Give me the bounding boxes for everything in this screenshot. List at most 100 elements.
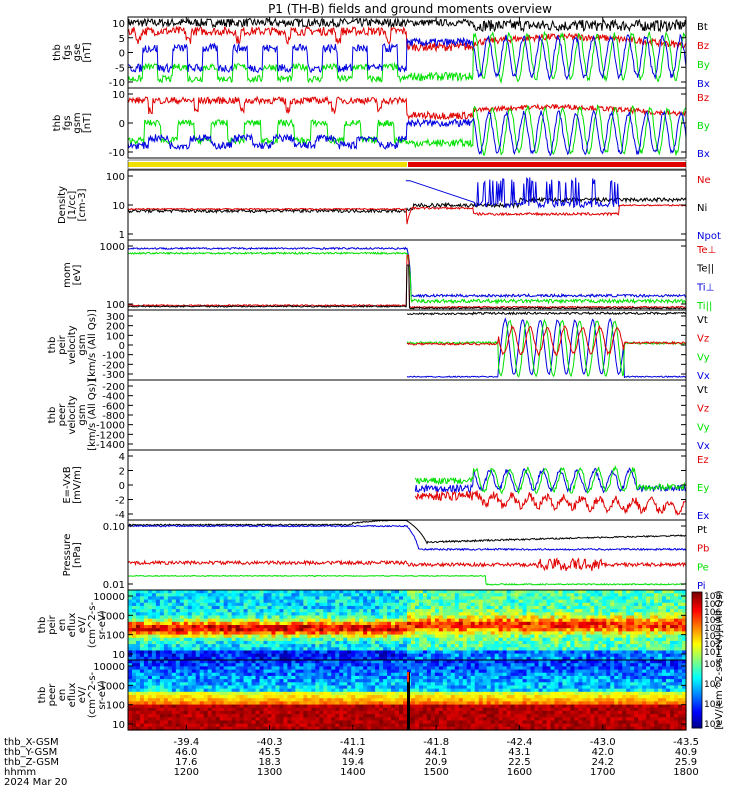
spectro-cell — [167, 637, 173, 642]
spectro-cell — [399, 612, 404, 617]
spectro-cell — [462, 675, 468, 680]
spectro-cell — [259, 717, 265, 722]
spectro-cell — [291, 663, 296, 667]
spectro-cell — [327, 599, 332, 604]
spectro-cell — [135, 618, 141, 623]
spectro-cell — [446, 666, 452, 671]
te-par-trace — [127, 264, 687, 310]
spectro-cell — [175, 663, 181, 667]
spectro-cell — [155, 615, 161, 620]
spectro-cell — [267, 653, 273, 658]
spectro-cell — [450, 625, 456, 629]
spectro-cell — [582, 590, 587, 594]
spectro-cell — [586, 647, 591, 652]
spectro-cell — [630, 612, 635, 617]
spectro-cell — [418, 609, 424, 613]
spectro-cell — [171, 599, 177, 604]
spectro-cell — [259, 663, 265, 667]
spectro-cell — [275, 590, 281, 594]
spectro-cell — [335, 685, 340, 690]
spectro-cell — [167, 723, 173, 728]
spectro-cell — [239, 647, 245, 652]
spectro-cell — [526, 644, 532, 648]
spectro-cell — [167, 672, 173, 677]
spectro-cell — [159, 691, 165, 696]
spectro-cell — [610, 647, 615, 652]
spectro-cell — [267, 596, 273, 601]
spectro-cell — [259, 714, 265, 718]
spectro-cell — [179, 612, 185, 617]
spectro-cell — [203, 596, 209, 601]
spectro-cell — [438, 593, 444, 597]
spectro-cell — [458, 650, 464, 655]
spectro-cell — [474, 618, 480, 623]
spectro-cell — [482, 602, 488, 607]
spectro-cell — [682, 602, 687, 607]
spectro-cell — [395, 656, 400, 661]
spectro-cell — [450, 714, 456, 718]
spectro-cell — [470, 625, 476, 629]
spectro-cell — [167, 691, 173, 696]
spectro-cell — [538, 609, 544, 613]
spectro-cell — [271, 637, 277, 642]
spectro-cell — [283, 685, 289, 690]
spectro-cell — [255, 669, 261, 674]
spectro-cell — [211, 720, 217, 725]
spectro-cell — [375, 590, 380, 594]
spectro-cell — [586, 653, 591, 658]
spectro-cell — [414, 615, 420, 620]
spectro-cell — [506, 593, 512, 597]
spectro-cell — [522, 650, 528, 655]
spectro-cell — [247, 679, 253, 683]
spectro-cell — [187, 660, 193, 664]
spectro-cell — [311, 672, 316, 677]
spectro-cell — [327, 640, 332, 645]
spectro-cell — [279, 660, 285, 664]
spectro-cell — [319, 695, 324, 699]
spectro-cell — [163, 637, 169, 642]
spectro-cell — [450, 656, 456, 661]
spectro-cell — [335, 621, 340, 626]
spectro-cell — [355, 691, 360, 696]
spectro-cell — [319, 590, 324, 594]
spectro-cell — [606, 609, 611, 613]
spectro-cell — [251, 717, 257, 722]
spectro-cell — [135, 698, 141, 702]
spectro-cell — [335, 679, 340, 683]
spectro-cell — [403, 634, 408, 639]
spectro-cell — [175, 609, 181, 613]
spectro-cell — [422, 710, 428, 715]
spectro-cell — [143, 628, 149, 632]
spectro-cell — [554, 653, 560, 658]
spectro-cell — [271, 701, 277, 706]
spectro-cell — [662, 602, 667, 607]
spectro-cell — [235, 704, 241, 709]
spectro-cell — [538, 625, 544, 629]
spectro-cell — [642, 634, 647, 639]
spectro-cell — [466, 698, 472, 702]
spectro-cell — [442, 698, 448, 702]
spectro-cell — [199, 599, 205, 604]
spectro-cell — [522, 599, 528, 604]
spectro-cell — [191, 621, 197, 626]
spectro-cell — [339, 621, 344, 626]
spectro-cell — [403, 609, 408, 613]
spectro-cell — [143, 660, 149, 664]
spectro-cell — [458, 672, 464, 677]
spectro-cell — [395, 682, 400, 687]
spectro-cell — [650, 625, 655, 629]
spectro-cell — [299, 612, 304, 617]
spectro-cell — [403, 710, 408, 715]
spectro-cell — [207, 707, 213, 712]
spectro-cell — [235, 723, 241, 728]
spectro-cell — [291, 653, 296, 658]
spectro-cell — [458, 717, 464, 722]
spectro-cell — [450, 704, 456, 709]
spectro-cell — [159, 650, 165, 655]
spectro-cell — [343, 605, 348, 610]
spectro-cell — [347, 602, 352, 607]
spectro-cell — [219, 647, 225, 652]
spectro-cell — [139, 704, 145, 709]
spectro-cell — [426, 666, 432, 671]
spectro-cell — [191, 602, 197, 607]
